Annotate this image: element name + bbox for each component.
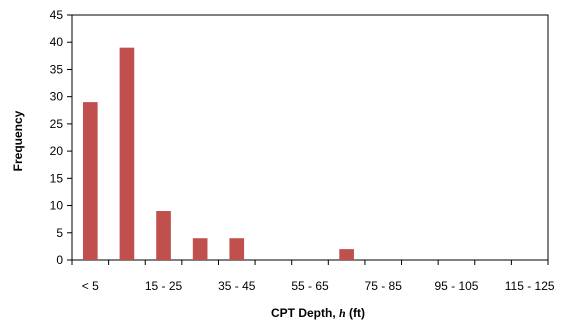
y-tick-label: 10 bbox=[50, 199, 64, 213]
bar bbox=[156, 211, 171, 260]
x-axis-title-suffix: (ft) bbox=[346, 306, 365, 320]
x-tick-label: 95 - 105 bbox=[434, 279, 478, 293]
y-tick-label: 0 bbox=[56, 253, 63, 267]
x-axis-title: CPT Depth, h (ft) bbox=[271, 306, 365, 320]
y-tick-label: 35 bbox=[50, 62, 64, 76]
x-tick-label: 55 - 65 bbox=[291, 279, 329, 293]
bar bbox=[229, 238, 245, 260]
y-tick-label: 40 bbox=[50, 35, 64, 49]
x-axis-ticks: < 5 15 - 25 35 - 45 55 - 65 75 - 85 95 - 105 1… bbox=[71, 260, 555, 293]
y-tick-label: 45 bbox=[50, 8, 64, 22]
y-tick-label: 30 bbox=[50, 90, 64, 104]
y-tick-label: 5 bbox=[56, 226, 63, 240]
x-tick-label: 75 - 85 bbox=[365, 279, 403, 293]
x-tick-label: 115 - 125 bbox=[505, 279, 555, 293]
bar bbox=[119, 47, 135, 260]
bars bbox=[82, 47, 354, 260]
y-tick-label: 15 bbox=[50, 171, 64, 185]
plot-frame bbox=[71, 14, 549, 261]
y-axis-title: Frequency bbox=[11, 110, 25, 171]
bar bbox=[192, 238, 208, 260]
y-axis-ticks: 0 5 10 15 20 25 30 35 40 45 bbox=[50, 8, 72, 267]
bar bbox=[339, 249, 354, 260]
x-axis-title-variable: h bbox=[339, 306, 346, 320]
x-tick-label: < 5 bbox=[82, 279, 99, 293]
x-tick-label: 15 - 25 bbox=[145, 279, 183, 293]
y-tick-label: 20 bbox=[50, 144, 64, 158]
x-axis-title-prefix: CPT Depth, bbox=[271, 306, 339, 320]
bar bbox=[82, 102, 98, 260]
y-tick-label: 25 bbox=[50, 117, 64, 131]
x-tick-label: 35 - 45 bbox=[218, 279, 256, 293]
plot-border bbox=[71, 14, 549, 261]
